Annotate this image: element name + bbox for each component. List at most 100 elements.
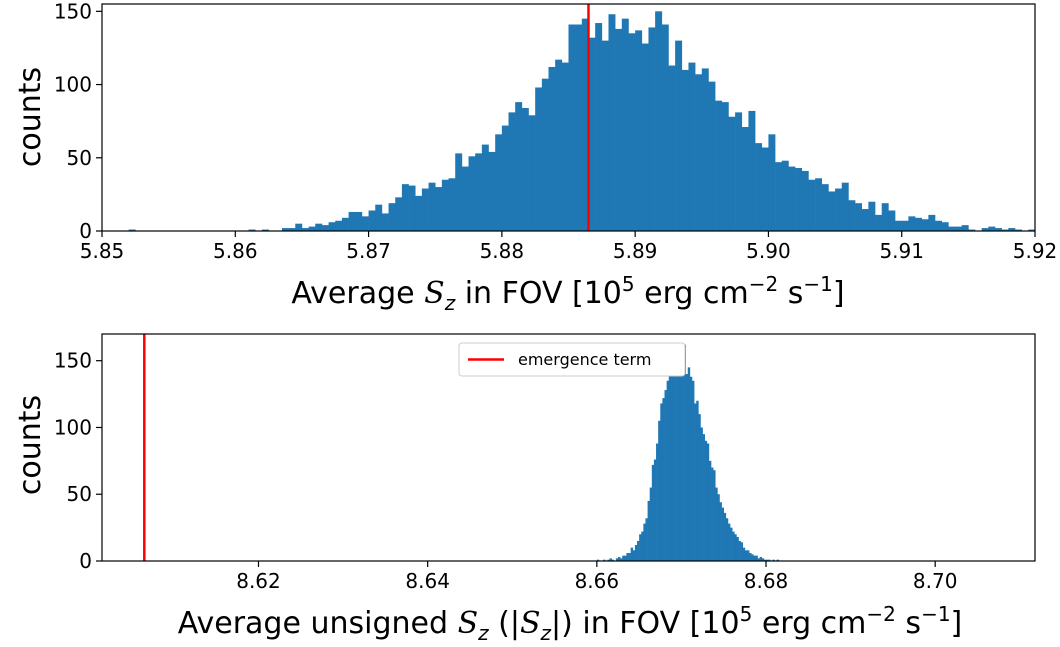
top-histogram-bar — [308, 226, 316, 231]
top-histogram-bar — [928, 214, 936, 231]
bottom-histogram-bar — [622, 555, 625, 561]
top-y-tick-label: 50 — [67, 146, 92, 170]
top-x-axis-label: Average Sz in FOV [105 erg cm−2 s−1] — [291, 272, 844, 315]
bottom-histogram-bar — [603, 559, 606, 561]
bottom-x-ticks: 8.62 8.64 8.66 8.68 8.70 — [236, 561, 957, 593]
top-histogram-bar — [628, 33, 636, 231]
bottom-x-tick-label: 8.64 — [405, 569, 450, 593]
top-histogram-bar — [1028, 229, 1036, 231]
top-x-tick-label: 5.88 — [480, 239, 525, 263]
bottom-histogram-bar — [672, 374, 676, 561]
top-histogram-bar — [301, 228, 309, 231]
bottom-histogram-bar — [742, 547, 746, 561]
bottom-histogram-bar — [692, 380, 695, 561]
bottom-histogram-bar — [713, 470, 716, 561]
top-histogram-bar — [261, 229, 269, 231]
bottom-histogram-bar — [763, 559, 767, 561]
bottom-histogram-bar — [596, 559, 600, 561]
bottom-histogram-bar — [706, 443, 710, 561]
top-histogram-bar — [575, 24, 583, 231]
bottom-histogram-bar — [759, 556, 763, 561]
top-histogram-bar — [741, 127, 749, 231]
bottom-histogram-bar — [609, 558, 612, 561]
top-histogram-bar — [775, 162, 783, 231]
bottom-histogram-bar — [715, 487, 718, 561]
bottom-histogram-bar — [746, 550, 750, 561]
top-histogram-bar — [968, 229, 976, 231]
bottom-histogram-bar — [607, 559, 610, 561]
top-histogram-bar — [835, 188, 843, 231]
top-histogram-bar — [641, 43, 649, 231]
top-histogram-bar — [675, 40, 683, 231]
top-histogram-bar — [555, 59, 563, 232]
top-x-tick-label: 5.92 — [1013, 239, 1058, 263]
bottom-histogram-bar — [675, 363, 678, 561]
bottom-histogram-bar — [738, 540, 741, 561]
bottom-histogram-bar — [668, 371, 672, 561]
bottom-histogram-bar — [687, 367, 691, 561]
bottom-y-tick-label: 50 — [67, 482, 92, 506]
top-histogram-bar — [981, 228, 989, 231]
bottom-histogram-bar — [666, 380, 670, 561]
bottom-histogram-bar — [617, 556, 621, 561]
top-histogram-bar — [908, 216, 916, 231]
top-histogram-bar — [441, 179, 449, 231]
top-histogram-bar — [595, 23, 603, 231]
bottom-histogram-bar — [700, 427, 703, 561]
bottom-histogram-bar — [744, 550, 748, 561]
top-histogram-bar — [395, 197, 403, 231]
bottom-histogram-bar — [628, 552, 631, 561]
bottom-histogram-bar — [664, 390, 667, 561]
top-histogram-bar — [715, 100, 723, 231]
top-histogram-bar — [915, 217, 922, 231]
top-histogram-bar — [288, 228, 296, 231]
top-histogram-bar — [588, 37, 596, 232]
top-histogram-bar — [335, 220, 343, 231]
top-histogram-bar — [921, 219, 929, 231]
top-histogram-bar — [468, 156, 476, 231]
bottom-histogram-bar — [649, 487, 653, 561]
top-histogram-bar — [868, 201, 876, 231]
top-axes-frame — [101, 3, 1036, 232]
bottom-histogram-bar — [643, 523, 646, 561]
top-histogram-bar — [515, 102, 523, 232]
bottom-histogram-bar — [734, 534, 737, 561]
bottom-histogram-bar — [662, 398, 665, 561]
top-histogram-bar — [615, 28, 623, 232]
top-histogram-bar — [421, 188, 429, 231]
top-histogram-bar — [895, 220, 903, 231]
bottom-histogram-bar — [736, 536, 739, 561]
top-y-tick-label: 100 — [54, 73, 92, 97]
top-x-tick-label: 5.85 — [80, 239, 125, 263]
bottom-histogram-bar — [679, 347, 682, 561]
top-histogram-bar — [315, 223, 323, 231]
bottom-histogram-bar — [732, 531, 735, 561]
top-x-tick-label: 5.91 — [879, 239, 924, 263]
bottom-histogram-bar — [624, 555, 627, 561]
top-histogram-bar — [528, 115, 536, 231]
top-histogram-bar — [668, 65, 676, 231]
bottom-histogram-bar — [632, 550, 636, 561]
top-histogram-bar — [655, 11, 663, 231]
bottom-histogram-bar — [689, 376, 693, 561]
top-x-tick-label: 5.86 — [213, 239, 258, 263]
bottom-histogram-bar — [645, 518, 648, 561]
top-histogram-bars — [128, 11, 1036, 232]
top-histogram-bar — [521, 107, 529, 231]
legend-box — [458, 342, 686, 377]
top-histogram-bar — [328, 222, 336, 231]
bottom-histogram-bars — [596, 344, 779, 561]
bottom-histogram-bar — [761, 558, 765, 561]
top-histogram-bar — [961, 225, 969, 231]
top-histogram-bar — [281, 228, 289, 231]
bottom-x-tick-label: 8.66 — [575, 569, 620, 593]
top-histogram-bar — [435, 187, 443, 231]
top-histogram-bar — [381, 213, 389, 231]
top-histogram-bar — [375, 204, 383, 231]
top-histogram-bar — [888, 210, 896, 231]
top-histogram-bar — [355, 211, 363, 231]
bottom-histogram-bar — [637, 540, 640, 561]
